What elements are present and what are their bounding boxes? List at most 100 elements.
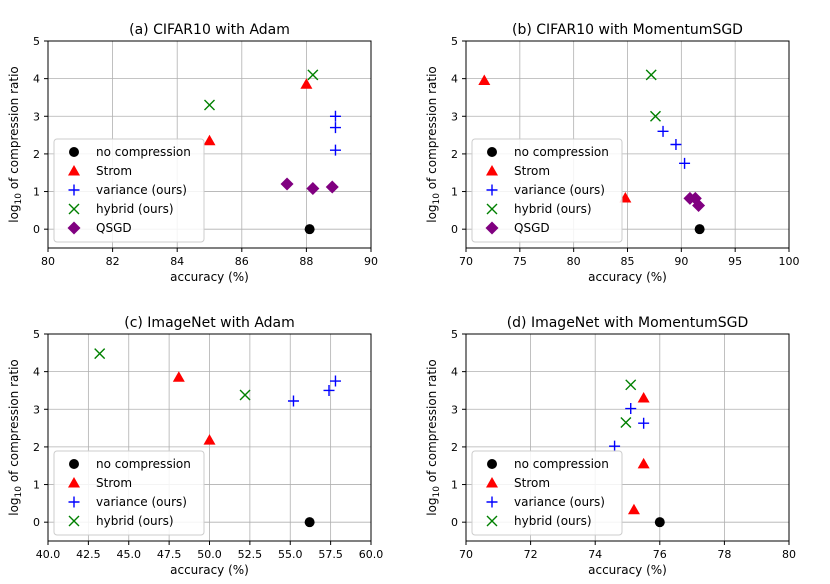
legend-box: [471, 138, 623, 243]
x-tick-label: 88: [299, 255, 313, 268]
y-tick-label: 0: [451, 516, 458, 529]
variance-ours-point: [657, 125, 669, 137]
strom-point: [478, 74, 491, 86]
chart-title: (b) CIFAR10 with MomentumSGD: [512, 22, 743, 38]
legend-label-strom: Strom: [514, 164, 550, 178]
legend-marker-strom: [486, 165, 498, 176]
legend-marker-no-compression: [69, 147, 79, 157]
y-tick-label: 5: [33, 328, 40, 341]
legend: no compression Strom variance (ours) hybrid…: [471, 450, 623, 536]
y-tick-label: 2: [451, 148, 458, 161]
strom-point: [203, 434, 216, 445]
legend-marker-strom: [68, 477, 80, 488]
x-tick-label: 60.0: [359, 548, 384, 561]
legend-label-no-compression: no compression: [514, 457, 609, 471]
legend-marker-variance-ours: [68, 184, 80, 196]
legend-box: [53, 138, 205, 243]
legend-marker-variance-ours: [486, 496, 498, 508]
strom-point: [637, 457, 650, 469]
legend-label-variance-ours: variance (ours): [514, 495, 605, 509]
x-tick-label: 90: [674, 255, 688, 268]
y-tick-label: 0: [451, 223, 458, 236]
x-tick-label: 80: [567, 255, 581, 268]
y-tick-label: 1: [451, 186, 458, 199]
strom-point: [203, 134, 216, 146]
hybrid-ours-point: [204, 99, 215, 111]
y-axis-label: log10 of compression ratio: [7, 359, 24, 516]
y-tick-label: 2: [33, 148, 40, 161]
qsgd-point: [325, 180, 339, 194]
legend-label-qsgd: QSGD: [514, 221, 550, 235]
legend-label-hybrid-ours: hybrid (ours): [514, 202, 592, 216]
legend-label-variance-ours: variance (ours): [514, 183, 605, 197]
legend-marker-strom: [486, 477, 498, 488]
x-tick-label: 74: [588, 548, 602, 561]
variance-ours-point: [609, 440, 621, 452]
legend-marker-qsgd: [67, 221, 81, 235]
x-tick-label: 100: [779, 255, 800, 268]
legend-marker-variance-ours: [486, 184, 498, 196]
x-tick-label: 72: [524, 548, 538, 561]
legend-label-variance-ours: variance (ours): [96, 183, 187, 197]
x-tick-label: 76: [653, 548, 667, 561]
legend-marker-qsgd: [485, 221, 499, 235]
chart-title: (a) CIFAR10 with Adam: [129, 22, 290, 38]
legend-marker-variance-ours: [68, 496, 80, 508]
legend-label-no-compression: no compression: [514, 145, 609, 159]
y-tick-label: 2: [33, 441, 40, 454]
hybrid-ours-point: [645, 69, 657, 81]
chart-title: (d) ImageNet with MomentumSGD: [507, 315, 749, 331]
no-compression-point: [654, 517, 665, 528]
legend-label-qsgd: QSGD: [96, 221, 132, 235]
qsgd-point: [306, 182, 320, 196]
hybrid-ours-point: [94, 348, 106, 360]
x-axis-label: accuracy (%): [588, 563, 667, 577]
legend-label-strom: Strom: [96, 476, 132, 490]
x-tick-label: 86: [235, 255, 249, 268]
no-compression-point: [304, 517, 315, 528]
variance-ours-point: [679, 157, 691, 169]
legend-label-hybrid-ours: hybrid (ours): [514, 514, 592, 528]
x-tick-label: 57.5: [318, 548, 343, 561]
plot-frame: [47, 40, 372, 249]
x-tick-label: 80: [782, 548, 796, 561]
legend-marker-hybrid-ours: [486, 203, 498, 215]
y-tick-label: 3: [451, 110, 458, 123]
x-tick-label: 90: [364, 255, 378, 268]
variance-ours-point: [329, 110, 341, 122]
y-tick-label: 1: [33, 479, 40, 492]
legend-label-variance-ours: variance (ours): [96, 495, 187, 509]
legend-marker-hybrid-ours: [486, 515, 498, 527]
y-axis-label: log10 of compression ratio: [425, 66, 442, 223]
y-tick-label: 3: [451, 403, 458, 416]
strom-point: [172, 371, 185, 382]
x-axis-label: accuracy (%): [170, 563, 249, 577]
chart-panel-3: 40.0 42.5 45.0 47.5 50.0 52.5 55.0 57.5 60.0 0 1 2 3…: [7, 315, 383, 577]
legend-label-hybrid-ours: hybrid (ours): [96, 514, 174, 528]
variance-ours-point: [329, 375, 341, 387]
x-tick-label: 82: [106, 255, 120, 268]
legend-marker-no-compression: [69, 459, 79, 469]
plot-frame: [465, 40, 790, 249]
x-tick-label: 75: [513, 255, 527, 268]
plot-frame: [47, 333, 372, 542]
y-axis-label: log10 of compression ratio: [425, 359, 442, 516]
y-tick-label: 5: [451, 328, 458, 341]
y-tick-label: 2: [451, 441, 458, 454]
qsgd-point: [280, 177, 294, 191]
hybrid-ours-point: [239, 389, 251, 401]
variance-ours-point: [287, 395, 299, 407]
x-tick-label: 78: [717, 548, 731, 561]
y-tick-label: 4: [451, 73, 458, 86]
chart-panel-1: 80 82 84 86 88 90 0 1 2 3 4 5 (a) CIFAR10 with Adam a…: [7, 22, 378, 284]
strom-point: [300, 78, 313, 89]
legend-box: [53, 450, 205, 536]
variance-ours-point: [329, 122, 341, 134]
variance-ours-point: [670, 139, 682, 150]
legend-marker-hybrid-ours: [68, 203, 80, 215]
x-tick-label: 55.0: [278, 548, 303, 561]
y-axis-label: log10 of compression ratio: [7, 66, 24, 223]
no-compression-point: [304, 224, 315, 235]
x-tick-label: 40.0: [36, 548, 61, 561]
strom-point: [637, 391, 650, 403]
